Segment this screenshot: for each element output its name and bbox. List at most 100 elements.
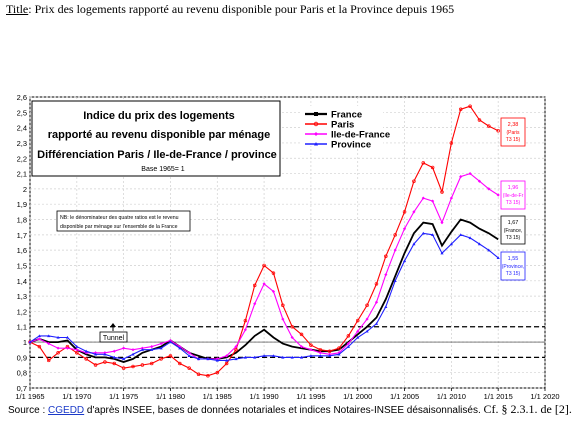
data-point: [355, 318, 360, 323]
data-point: [234, 345, 238, 349]
y-tick-label: 1,4: [17, 277, 27, 286]
data-point: [281, 303, 285, 308]
x-axis-ticks: 1/1 1965 1/1 1970 1/1 1975 1/1 1980 1/1 1985…: [15, 388, 560, 401]
base-note: Base 1965= 1: [141, 166, 185, 173]
source-label: Source :: [8, 405, 49, 416]
x-tick-label: 1/1 1965: [15, 392, 44, 401]
data-point: [459, 175, 463, 179]
data-point: [150, 345, 154, 349]
y-tick-label: 2: [23, 185, 27, 194]
chart-title-line-3: Différenciation Paris / Ile-de-France / …: [37, 149, 277, 161]
legend-marker: [314, 142, 318, 146]
end-label-text: (France,: [504, 228, 523, 234]
y-tick-label: 1: [23, 338, 27, 347]
tunnel-arrowhead: [110, 323, 116, 327]
chart-title-line-2: rapporté au revenu disponible par ménage: [48, 129, 271, 141]
data-point: [412, 242, 416, 246]
tunnel-label-frame: [99, 331, 128, 343]
data-point: [112, 349, 116, 353]
data-point: [168, 340, 173, 344]
data-point: [459, 233, 463, 237]
data-point: [496, 193, 500, 197]
data-point: [215, 358, 219, 362]
x-tick-label: 1/1 1975: [109, 392, 138, 401]
data-point: [328, 354, 332, 358]
data-point: [140, 348, 144, 351]
data-point: [75, 345, 79, 348]
data-point: [365, 303, 369, 308]
data-point: [440, 220, 444, 225]
data-point: [178, 346, 182, 350]
data-point: [150, 348, 154, 351]
data-point: [65, 346, 70, 350]
data-point: [196, 357, 201, 361]
x-tick-label: 1/1 1970: [62, 392, 91, 401]
y-tick-label: 2,4: [17, 124, 27, 133]
y-axis-ticks: 0,7 0,8 0,9 1 1,1 1,2 1,3 1,4 1,5 1,6 1,7 1,8 1,9 2 2,…: [17, 93, 27, 393]
source-link-cgedd[interactable]: CGEDD: [48, 405, 85, 416]
data-point: [393, 233, 397, 237]
data-point: [75, 351, 79, 355]
data-point: [487, 124, 491, 128]
legend-marker: [314, 112, 318, 116]
data-point: [56, 346, 60, 350]
data-point: [224, 361, 229, 366]
end-label-value: 1,67: [508, 220, 519, 226]
data-point: [84, 357, 88, 361]
end-label-box: [500, 117, 526, 147]
data-point: [487, 187, 491, 191]
data-point: [449, 141, 454, 145]
y-tick-label: 1,3: [17, 292, 27, 301]
end-label-box: [500, 215, 526, 245]
data-point: [468, 171, 472, 176]
data-point: [346, 345, 350, 348]
data-point: [56, 335, 60, 339]
data-point: [440, 251, 444, 255]
data-point: [37, 334, 41, 338]
data-point: [318, 354, 322, 358]
end-label-text: (Province,: [502, 264, 525, 270]
data-point: [253, 302, 257, 306]
data-point: [449, 196, 453, 200]
data-point: [253, 355, 257, 359]
data-point: [290, 335, 294, 340]
data-point: [243, 318, 248, 323]
source-text: d'après INSEE, bases de données notarial…: [84, 405, 481, 416]
data-point: [225, 354, 229, 358]
legend-label: Province: [331, 140, 371, 151]
tunnel-annotation: Tunnel: [99, 323, 128, 343]
data-point: [159, 341, 163, 346]
data-point: [159, 346, 163, 350]
data-point: [262, 282, 266, 286]
data-point: [337, 346, 341, 350]
x-tick-label: 1/1 2015: [484, 392, 513, 401]
data-point: [131, 348, 135, 352]
data-point: [37, 337, 41, 341]
data-point: [56, 351, 60, 355]
data-point: [496, 256, 500, 260]
data-point: [356, 329, 360, 333]
data-point: [309, 343, 313, 347]
tunnel-label: Tunnel: [103, 335, 125, 342]
data-point: [412, 210, 416, 214]
y-tick-label: 1,6: [17, 246, 27, 255]
series-line-france: [29, 218, 499, 363]
data-point: [374, 322, 379, 325]
page-title: Title: Prix des logements rapporté au re…: [6, 2, 454, 17]
y-tick-label: 2,5: [17, 108, 27, 117]
data-point: [121, 366, 126, 370]
end-label-text: (Paris: [506, 130, 520, 136]
data-point: [47, 341, 51, 346]
data-point: [206, 357, 210, 361]
data-point: [131, 364, 135, 369]
data-point: [252, 283, 257, 288]
data-point: [206, 373, 210, 378]
data-point: [178, 361, 182, 366]
data-point: [262, 354, 266, 358]
data-point: [477, 179, 482, 183]
data-point: [346, 341, 350, 346]
data-point: [122, 346, 126, 350]
data-point: [159, 357, 163, 361]
